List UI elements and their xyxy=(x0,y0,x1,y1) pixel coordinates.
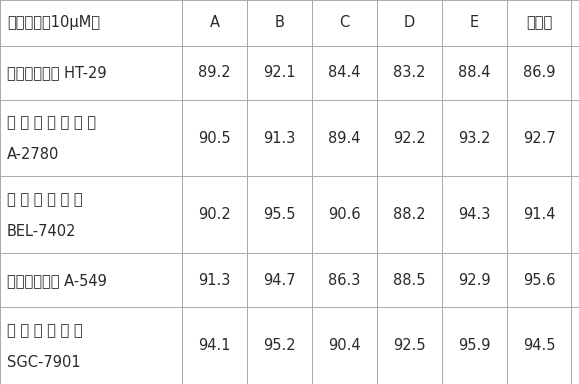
Text: 94.7: 94.7 xyxy=(263,273,296,288)
Text: 86.9: 86.9 xyxy=(523,65,555,80)
Text: 90.4: 90.4 xyxy=(328,338,361,353)
Text: SGC-7901: SGC-7901 xyxy=(7,355,80,370)
Text: D: D xyxy=(404,15,415,30)
Text: 受试药品（10μM）: 受试药品（10μM） xyxy=(7,15,100,30)
Text: E: E xyxy=(470,15,479,30)
Text: 88.4: 88.4 xyxy=(458,65,490,80)
Text: 人肺癌细胞株 A-549: 人肺癌细胞株 A-549 xyxy=(7,273,107,288)
Text: 92.7: 92.7 xyxy=(523,131,555,146)
Text: 阿霍素: 阿霍素 xyxy=(526,15,552,30)
Text: 93.2: 93.2 xyxy=(458,131,490,146)
Text: 人肠癌细胞株 HT-29: 人肠癌细胞株 HT-29 xyxy=(7,65,107,80)
Text: 90.5: 90.5 xyxy=(199,131,231,146)
Text: 88.2: 88.2 xyxy=(393,207,426,222)
Text: 95.6: 95.6 xyxy=(523,273,555,288)
Text: 91.3: 91.3 xyxy=(263,131,296,146)
Text: 人 卵 巎 癌 细 胞 株: 人 卵 巎 癌 细 胞 株 xyxy=(7,115,96,130)
Text: 90.6: 90.6 xyxy=(328,207,361,222)
Text: 95.9: 95.9 xyxy=(458,338,490,353)
Text: 91.3: 91.3 xyxy=(199,273,231,288)
Text: A-2780: A-2780 xyxy=(7,147,59,162)
Text: 92.2: 92.2 xyxy=(393,131,426,146)
Text: C: C xyxy=(339,15,350,30)
Text: 88.5: 88.5 xyxy=(393,273,426,288)
Text: 94.3: 94.3 xyxy=(458,207,490,222)
Text: 89.4: 89.4 xyxy=(328,131,361,146)
Text: 89.2: 89.2 xyxy=(199,65,231,80)
Text: 94.1: 94.1 xyxy=(199,338,231,353)
Text: A: A xyxy=(210,15,220,30)
Text: BEL-7402: BEL-7402 xyxy=(7,224,76,239)
Text: 86.3: 86.3 xyxy=(328,273,361,288)
Text: 94.5: 94.5 xyxy=(523,338,555,353)
Text: 91.4: 91.4 xyxy=(523,207,555,222)
Text: 95.5: 95.5 xyxy=(263,207,296,222)
Text: 92.5: 92.5 xyxy=(393,338,426,353)
Text: B: B xyxy=(274,15,285,30)
Text: 84.4: 84.4 xyxy=(328,65,361,80)
Text: 92.1: 92.1 xyxy=(263,65,296,80)
Text: 90.2: 90.2 xyxy=(199,207,231,222)
Text: 92.9: 92.9 xyxy=(458,273,490,288)
Text: 人 胃 癌 细 胞 株: 人 胃 癌 细 胞 株 xyxy=(7,323,83,338)
Text: 人 肝 癌 细 胞 株: 人 肝 癌 细 胞 株 xyxy=(7,192,83,207)
Text: 95.2: 95.2 xyxy=(263,338,296,353)
Text: 83.2: 83.2 xyxy=(393,65,426,80)
